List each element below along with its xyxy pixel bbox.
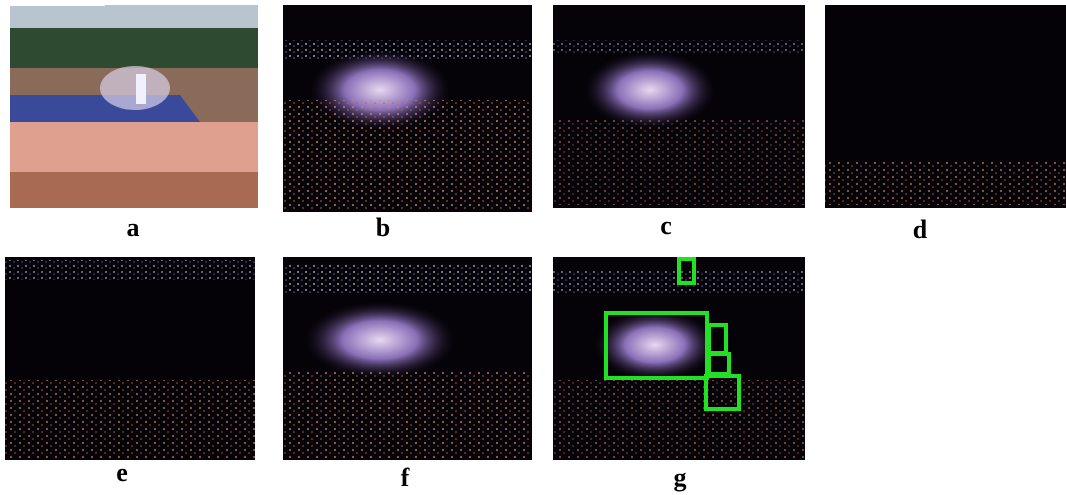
panel-f <box>283 257 532 460</box>
panel-d <box>825 5 1066 208</box>
panel-b <box>283 5 532 212</box>
panel-label: b <box>376 213 390 242</box>
panel-c <box>553 5 805 208</box>
panel-label: g <box>674 463 687 492</box>
panel-a <box>10 5 258 208</box>
panel-label: a <box>127 213 140 242</box>
figure: a b c d e f g <box>0 0 1066 495</box>
panel-label: d <box>913 215 928 244</box>
panel-label: e <box>116 458 128 487</box>
panel-g <box>553 257 805 460</box>
panel-label: c <box>660 211 672 240</box>
panel-e <box>5 257 255 460</box>
panel-label: f <box>401 463 410 492</box>
